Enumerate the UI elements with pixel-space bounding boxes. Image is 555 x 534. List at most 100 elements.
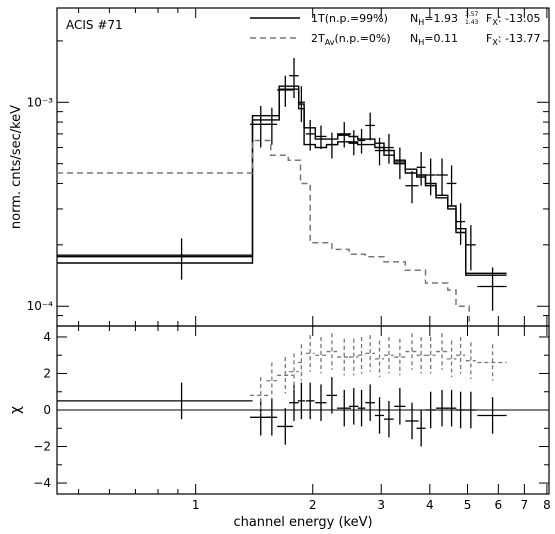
residual-point-solid [337, 389, 352, 427]
model-line-solid-0 [57, 88, 507, 274]
data-point [349, 130, 359, 156]
spectrum-plot-area [57, 57, 507, 326]
y-tick-label-spec: 10⁻³ [27, 95, 54, 109]
legend-label-1T: 1T(n.p.=99%) [311, 12, 388, 25]
y-tick-label-res: −2 [33, 440, 51, 454]
data-point [305, 119, 315, 151]
residual-point-dashed [297, 344, 305, 381]
y-tick-label-spec: 10⁻⁴ [27, 299, 54, 313]
legend-entry-2TAv: 2TAv(n.p.=0%) NH=0.11 FX: -13.77 [250, 32, 540, 47]
model-line-dashed-2 [57, 139, 470, 326]
residual-point-solid [326, 377, 338, 414]
residual-point-dashed [446, 340, 457, 378]
y-tick-label-res: 0 [43, 403, 51, 417]
residual-point-dashed [394, 338, 406, 376]
legend-fx-1T: FX: -13.05 [486, 12, 540, 27]
y-tick-label-res: −4 [33, 476, 51, 490]
residual-point-dashed [357, 336, 366, 374]
residual-point-solid [57, 382, 253, 420]
x-tick-label: 3 [377, 498, 385, 512]
y-axis-label-spectrum: norm. cnts/sec/keV [9, 105, 24, 229]
data-point [405, 171, 419, 204]
data-point [277, 75, 294, 107]
residual-point-dashed [349, 338, 359, 376]
x-tick-label: 5 [464, 498, 472, 512]
axes-ticks: 1 2 3 4 5 6 7 8 10⁻⁴ 10⁻³ −4 −2 0 2 4 [27, 8, 551, 512]
legend-entry-1T: 1T(n.p.=99%) NH=1.93 3.57 1.43 FX: -13.0… [250, 11, 540, 27]
residual-point-dashed [289, 353, 299, 390]
residual-point-dashed [374, 340, 385, 378]
residual-point-solid [289, 384, 299, 421]
residual-point-dashed [384, 336, 394, 374]
data-point [337, 122, 352, 148]
residual-point-solid [465, 391, 476, 429]
residual-point-solid [436, 389, 448, 427]
legend-nh-2TAv: NH=0.11 [410, 32, 458, 47]
x-tick-label: 1 [192, 498, 200, 512]
data-point [326, 132, 338, 159]
residual-point-solid [297, 382, 305, 420]
data-point [436, 158, 448, 196]
x-axis-label: channel energy (keV) [233, 515, 372, 530]
residual-point-dashed [436, 333, 448, 370]
residual-point-solid [384, 400, 394, 438]
residual-point-solid [365, 384, 375, 421]
residual-point-dashed [250, 377, 271, 414]
data-point [425, 158, 436, 196]
residual-point-dashed [477, 344, 507, 381]
residual-point-solid [315, 384, 327, 421]
residual-point-solid [357, 389, 366, 427]
residual-point-solid [477, 397, 507, 434]
residual-point-dashed [277, 357, 294, 394]
residual-point-dashed [315, 336, 327, 374]
residual-point-solid [277, 408, 294, 445]
y-tick-label-res: 2 [43, 366, 51, 380]
legend-label-2TAv: 2TAv(n.p.=0%) [311, 32, 391, 47]
residual-point-solid [405, 402, 419, 440]
residual-point-dashed [266, 362, 278, 400]
x-tick-label: 4 [426, 498, 434, 512]
residual-point-solid [394, 388, 406, 425]
data-point [465, 225, 476, 271]
residual-point-solid [416, 410, 426, 447]
residual-point-dashed [455, 336, 466, 374]
residual-point-solid [446, 389, 457, 427]
residual-point-dashed [425, 336, 436, 374]
x-tick-label: 7 [521, 498, 529, 512]
model-line-solid-1 [57, 85, 507, 276]
data-point [297, 86, 305, 123]
y-tick-label-res: 4 [43, 330, 51, 344]
residual-point-dashed [337, 338, 352, 376]
data-point [416, 152, 426, 186]
residual-point-solid [349, 388, 359, 425]
x-tick-label: 2 [309, 498, 317, 512]
x-tick-label: 6 [494, 498, 502, 512]
data-point [357, 128, 366, 154]
spectrum-panel-frame [56, 7, 550, 327]
data-point [266, 107, 278, 145]
legend-nh-1T: NH=1.93 [410, 12, 458, 27]
residual-point-dashed [416, 336, 426, 374]
data-point [374, 137, 385, 166]
data-point [394, 147, 406, 180]
residual-point-dashed [365, 335, 375, 372]
data-point [446, 165, 457, 207]
residual-point-solid [374, 397, 385, 434]
x-tick-label: 8 [543, 498, 551, 512]
residual-point-solid [455, 391, 466, 429]
data-point [365, 112, 375, 141]
residual-point-dashed [405, 333, 419, 370]
data-point [455, 203, 466, 245]
data-point [315, 125, 327, 150]
residual-point-dashed [305, 335, 315, 372]
residual-point-solid [425, 391, 436, 429]
panel-annotation: ACIS #71 [66, 18, 123, 32]
residual-point-solid [305, 382, 315, 420]
data-point [384, 133, 394, 164]
data-point [289, 57, 299, 98]
residual-point-dashed [326, 333, 338, 370]
residual-point-solid [266, 399, 278, 436]
y-axis-label-residual: χ [8, 406, 24, 414]
legend-fx-2TAv: FX: -13.77 [486, 32, 540, 47]
